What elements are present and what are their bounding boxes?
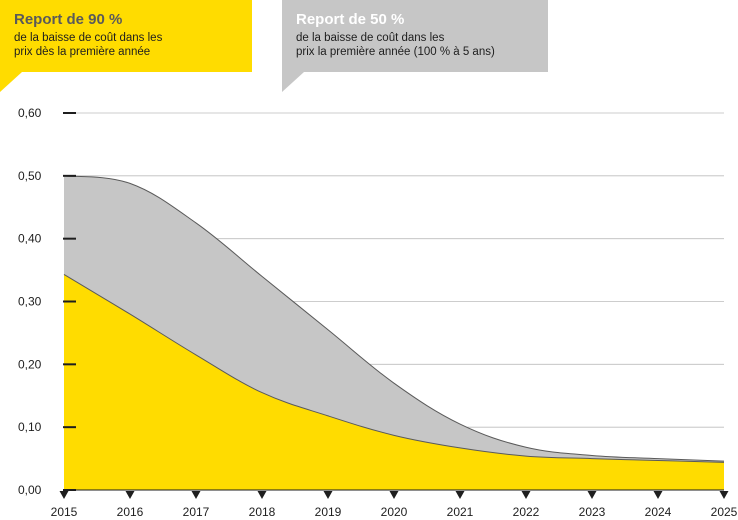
- x-tick-mark: [191, 491, 201, 499]
- y-tick-label: 0,10: [18, 420, 42, 434]
- x-tick-label: 2016: [117, 505, 144, 519]
- callout-pointer: [282, 72, 304, 92]
- x-tick-label: 2017: [183, 505, 210, 519]
- x-tick-label: 2024: [645, 505, 672, 519]
- callout-pointer: [0, 72, 22, 92]
- x-tick-label: 2020: [381, 505, 408, 519]
- y-tick-label: 0,30: [18, 295, 42, 309]
- x-tick-label: 2019: [315, 505, 342, 519]
- x-tick-mark: [59, 491, 69, 499]
- x-tick-mark: [125, 491, 135, 499]
- x-tick-mark: [323, 491, 333, 499]
- callout-text-line-1: de la baisse de coût dans les: [14, 32, 163, 44]
- y-tick-label: 0,40: [18, 232, 42, 246]
- callout-text-line-2: prix la première année (100 % à 5 ans): [296, 46, 495, 58]
- y-tick-label: 0,20: [18, 357, 42, 371]
- x-tick-mark: [653, 491, 663, 499]
- x-tick-label: 2023: [579, 505, 606, 519]
- y-tick-label: 0,00: [18, 483, 42, 497]
- x-tick-mark: [455, 491, 465, 499]
- x-tick-mark: [257, 491, 267, 499]
- area-series: [63, 175, 725, 491]
- callout-box: [282, 0, 548, 72]
- callout-box: [0, 0, 252, 72]
- axes: [59, 112, 729, 499]
- callout-title: Report de 50 %: [296, 11, 405, 28]
- x-tick-label: 2018: [249, 505, 276, 519]
- y-tick-label: 0,60: [18, 106, 42, 120]
- series-outline: [63, 175, 725, 462]
- x-tick-label: 2021: [447, 505, 474, 519]
- x-tick-mark: [587, 491, 597, 499]
- area-series-report-90: [64, 274, 724, 490]
- callout-title: Report de 90 %: [14, 11, 123, 28]
- series-outline: [63, 274, 725, 463]
- x-tick-label: 2022: [513, 505, 540, 519]
- callout-text-line-2: prix dès la première année: [14, 46, 151, 58]
- y-tick-label: 0,50: [18, 169, 42, 183]
- x-tick-label: 2025: [711, 505, 738, 519]
- x-tick-mark: [521, 491, 531, 499]
- tick-labels: 0,00 0,10 0,20 0,30 0,40 0,50 0,60 2015 2016 2017…: [18, 106, 738, 519]
- x-tick-mark: [389, 491, 399, 499]
- x-tick-label: 2015: [51, 505, 78, 519]
- x-tick-mark: [719, 491, 729, 499]
- callout-text-line-1: de la baisse de coût dans les: [296, 32, 445, 44]
